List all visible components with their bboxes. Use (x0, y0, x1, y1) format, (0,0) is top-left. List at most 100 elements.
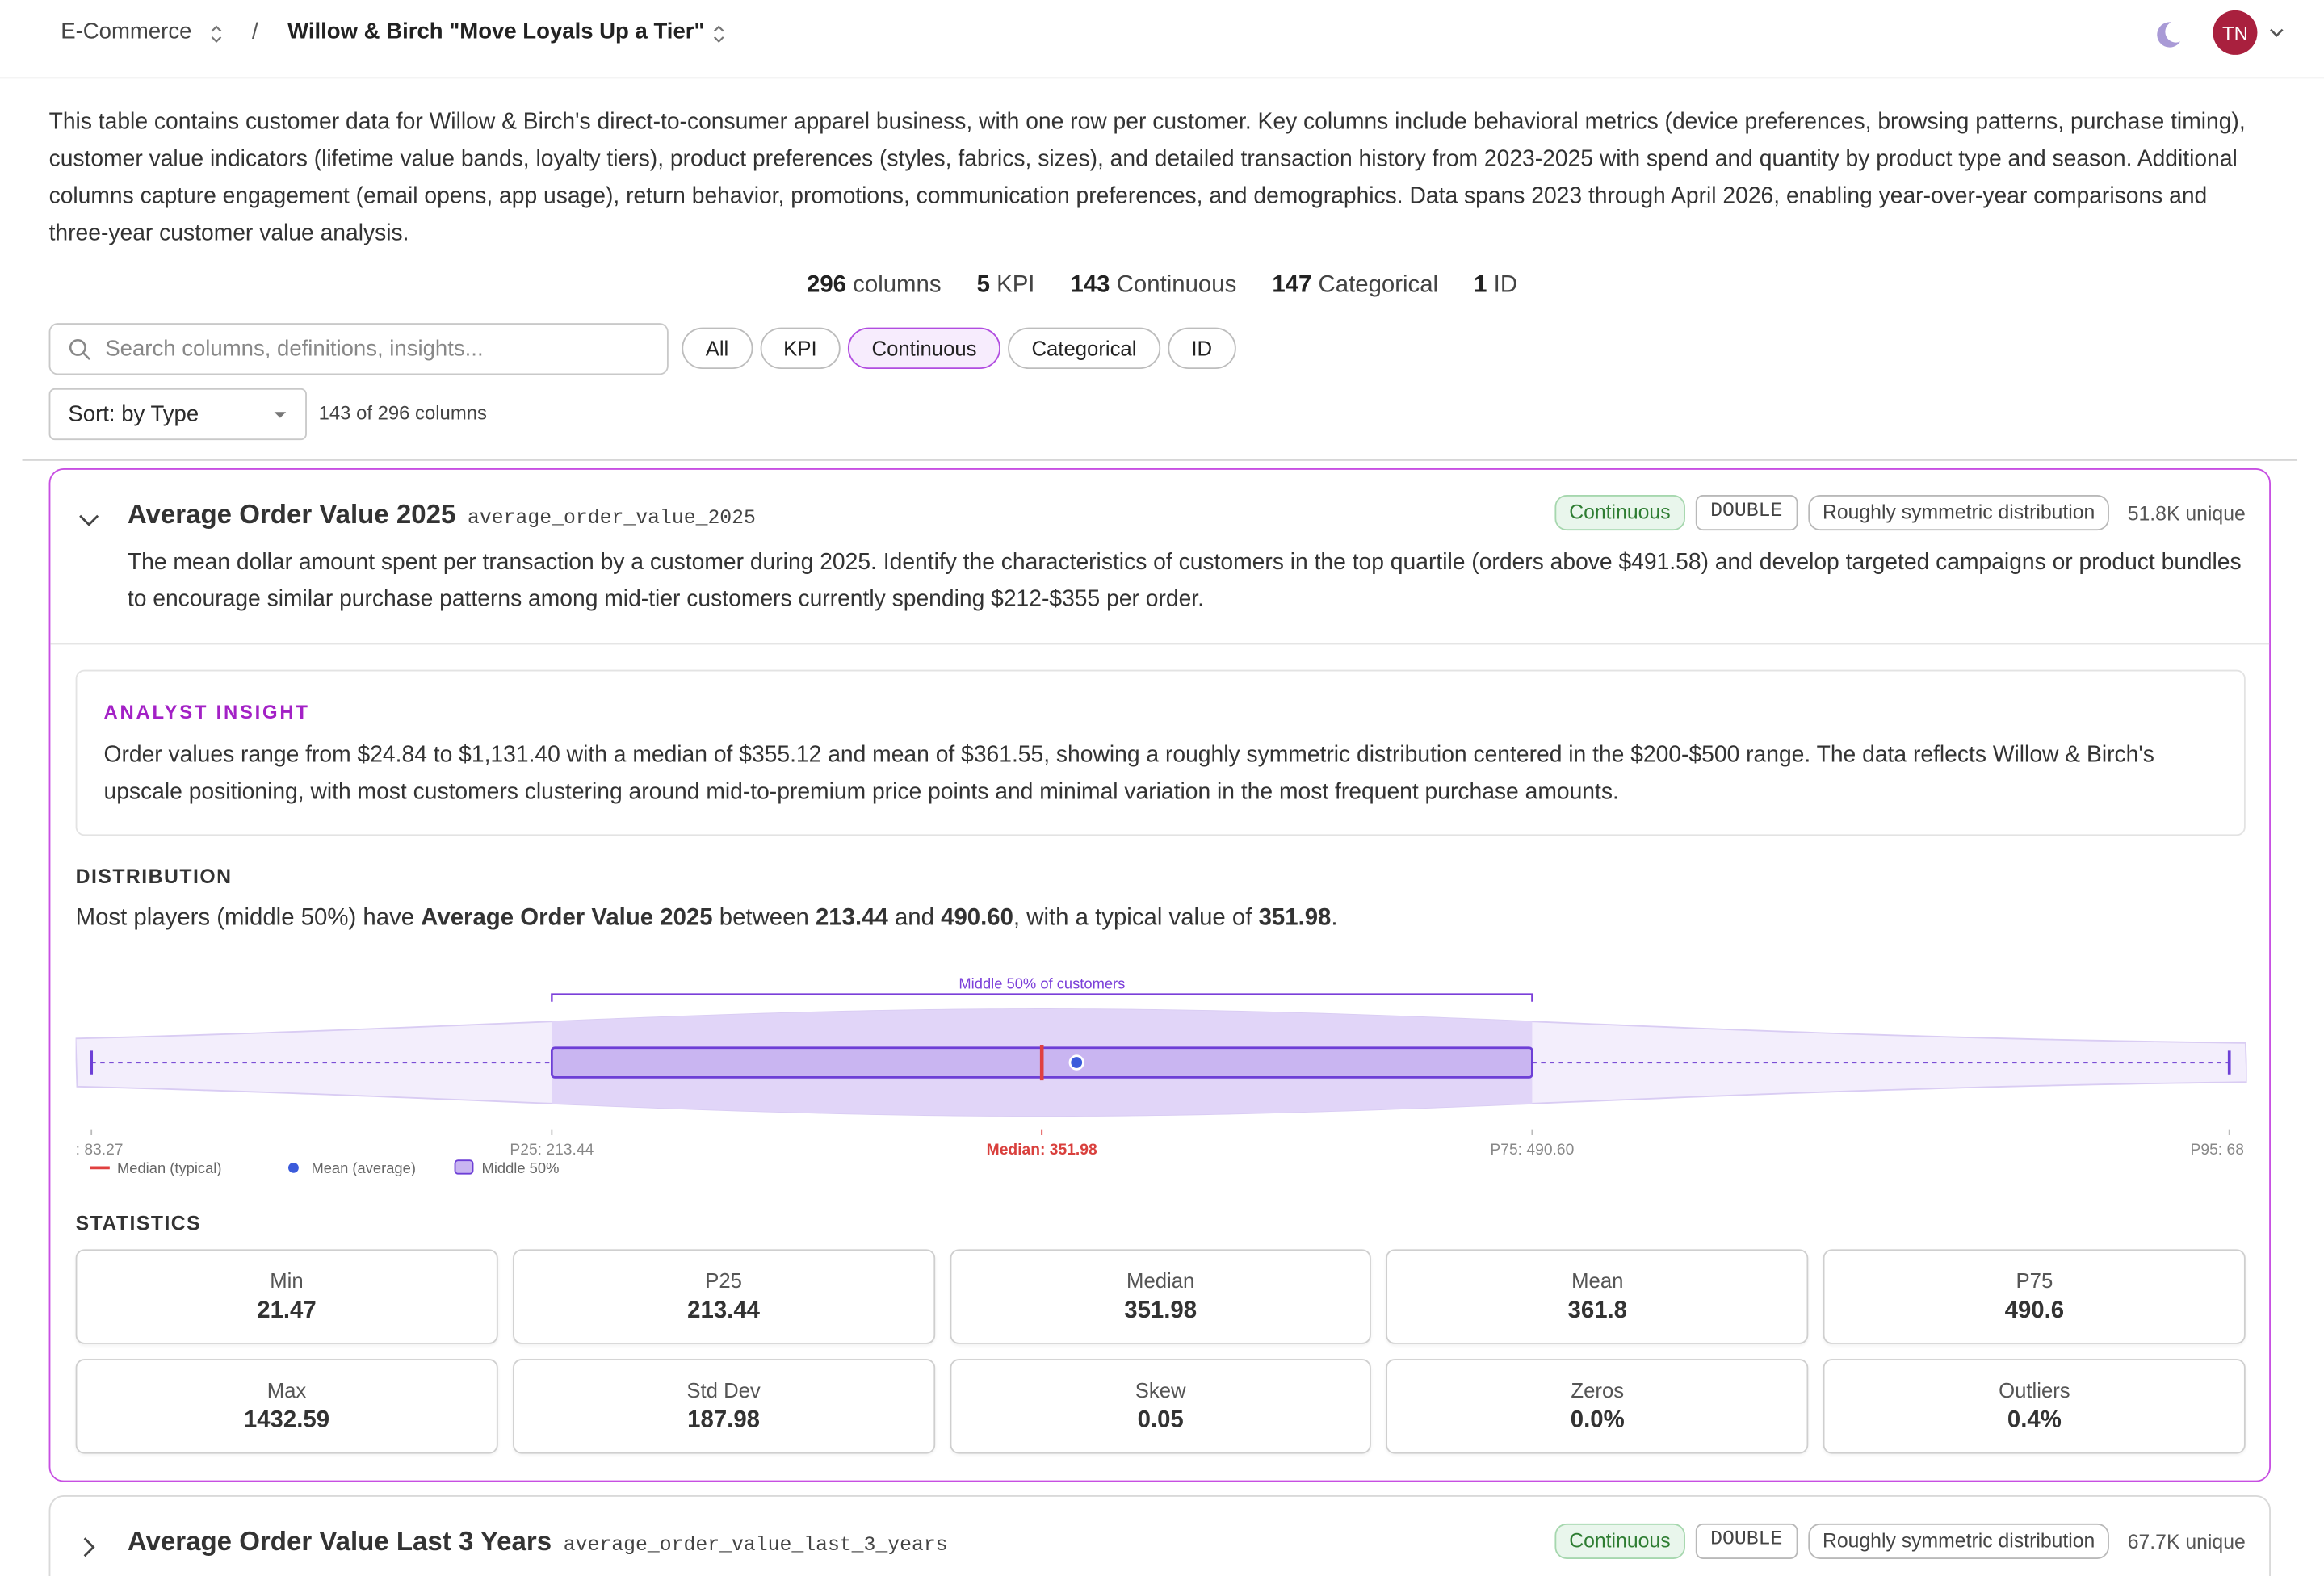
insight-label: ANALYST INSIGHT (103, 701, 310, 723)
section-label: DISTRIBUTION (75, 865, 233, 888)
stat-label: P25 (705, 1268, 742, 1293)
stat-card: Min 21.47 (75, 1249, 498, 1344)
stat-card: Median 351.98 (949, 1249, 1372, 1344)
summary-item: 5 KPI (977, 273, 1035, 298)
filter-pill[interactable]: Continuous (848, 327, 1000, 370)
badge: Roughly symmetric distribution (1807, 1523, 2110, 1559)
column-name: Average Order Value Last 3 Years (127, 1526, 552, 1557)
updown-icon (713, 25, 724, 43)
filter-pills: All KPI Continuous Categorical ID (682, 327, 1236, 370)
stat-label: Mean (1571, 1268, 1624, 1293)
statistics-grid: Min 21.47 P25 213.44 Median 351.98 Mean 361.8 P7… (75, 1249, 2246, 1454)
user-avatar[interactable]: TN (2213, 10, 2258, 55)
column-count: 143 of 296 columns (318, 401, 487, 424)
filter-pill[interactable]: ID (1168, 327, 1236, 370)
unique-count: 67.7K unique (2127, 1530, 2246, 1553)
legend-item: Mean (average) (288, 1159, 416, 1176)
divider (50, 643, 2270, 645)
legend-label: Mean (average) (311, 1159, 416, 1176)
stat-card: Max 1432.59 (75, 1359, 498, 1454)
expand-toggle[interactable] (80, 1536, 98, 1559)
tick-label: P25: 213.44 (510, 1142, 594, 1159)
legend-item: Middle 50% (454, 1159, 559, 1176)
column-name: Average Order Value 2025 (127, 499, 456, 530)
stat-card: Std Dev 187.98 (512, 1359, 935, 1454)
project-switcher[interactable]: Willow & Birch "Move Loyals Up a Tier" (287, 19, 705, 45)
unique-count: 51.8K unique (2127, 501, 2246, 524)
summary-item: 296 columns (807, 273, 942, 298)
sentence-part: Average Order Value 2025 (421, 905, 713, 931)
breadcrumb-separator: / (252, 19, 258, 45)
stat-value: 351.98 (1124, 1297, 1198, 1324)
column-field: average_order_value_2025 (468, 508, 756, 531)
stat-value: 1432.59 (243, 1407, 330, 1433)
distribution-sentence: Most players (middle 50%) have Average O… (76, 905, 1338, 932)
column-card: Average Order Value Last 3 Years average_… (48, 1495, 2271, 1576)
dropdown-caret (274, 412, 287, 418)
stat-card: P75 490.6 (1823, 1249, 2246, 1344)
summary-label: Continuous (1116, 272, 1237, 298)
summary-count: 296 (806, 272, 847, 298)
mean-dot (1068, 1054, 1084, 1071)
badge: Continuous (1554, 495, 1685, 531)
search-input[interactable]: Search columns, definitions, insights... (48, 323, 669, 375)
box-plot: Middle 50% of customers: 83.27 P25: 213.4… (75, 975, 2247, 1176)
search-icon (69, 338, 90, 361)
sentence-part: 490.60 (941, 905, 1013, 931)
collapse-toggle[interactable] (77, 511, 100, 529)
stat-card: Outliers 0.4% (1823, 1359, 2246, 1454)
sentence-part: . (1331, 905, 1338, 931)
stat-card: Skew 0.05 (949, 1359, 1372, 1454)
workspace-switcher[interactable]: E-Commerce (61, 19, 192, 45)
badge: DOUBLE (1695, 1523, 1798, 1559)
legend-item: Median (typical) (90, 1159, 221, 1176)
sort-select[interactable]: Sort: by Type (48, 388, 307, 441)
middle-bracket (551, 993, 1533, 1002)
sentence-part: Most players (middle 50%) have (75, 905, 422, 931)
stat-label: Outliers (1999, 1378, 2070, 1402)
summary-count: 143 (1070, 272, 1110, 298)
sentence-part: , with a typical value of (1013, 905, 1259, 931)
stat-label: Zeros (1571, 1378, 1625, 1402)
user-menu-chevron[interactable] (2267, 25, 2285, 40)
stat-value: 0.4% (2007, 1407, 2062, 1433)
tick-label: P95: 68 (2191, 1142, 2244, 1159)
summary-label: ID (1493, 272, 1518, 298)
filter-pill[interactable]: Categorical (1008, 327, 1160, 370)
summary-count: 147 (1272, 272, 1312, 298)
stat-label: Skew (1135, 1378, 1186, 1402)
summary-item: 143 Continuous (1071, 273, 1237, 298)
tick-label: P75: 490.60 (1490, 1142, 1574, 1159)
summary-label: Categorical (1318, 272, 1439, 298)
column-title: Average Order Value Last 3 Years average_… (128, 1527, 948, 1558)
column-title: Average Order Value 2025 average_order_va… (128, 500, 756, 531)
column-card: Average Order Value 2025 average_order_va… (48, 468, 2271, 1482)
insight-box: ANALYST INSIGHT Order values range from … (75, 669, 2246, 836)
tick-label: : 83.27 (76, 1142, 124, 1159)
table-description: This table contains customer data for Wi… (48, 109, 2246, 246)
badge: Roughly symmetric distribution (1807, 495, 2110, 531)
sentence-part: 351.98 (1258, 905, 1332, 931)
legend-swatch (454, 1159, 474, 1175)
stat-value: 490.6 (2004, 1297, 2065, 1324)
stat-label: Std Dev (686, 1378, 761, 1402)
filter-pill[interactable]: All (682, 327, 753, 370)
section-label: STATISTICS (75, 1212, 202, 1234)
badges: Continuous DOUBLE Roughly symmetric distri… (1554, 495, 2246, 531)
top-bar: E-Commerce / Willow & Birch "Move Loyals… (0, 0, 2324, 79)
column-field: average_order_value_last_3_years (563, 1535, 948, 1558)
stat-label: Max (266, 1378, 307, 1402)
column-summary: 296 columns 5 KPI 143 Continuous 147 Catego… (0, 273, 2324, 300)
theme-toggle[interactable] (2150, 18, 2183, 50)
filter-pill[interactable]: KPI (759, 327, 841, 370)
stat-value: 213.44 (687, 1297, 760, 1324)
tick-label: Median: 351.98 (987, 1142, 1097, 1159)
badges: Continuous DOUBLE Roughly symmetric distri… (1554, 1523, 2246, 1559)
stat-label: Min (270, 1268, 304, 1293)
stat-value: 361.8 (1567, 1297, 1628, 1324)
stat-card: Mean 361.8 (1386, 1249, 1809, 1344)
stat-label: P75 (2016, 1268, 2053, 1293)
search-placeholder: Search columns, definitions, insights... (105, 336, 484, 362)
updown-icon (211, 25, 222, 43)
